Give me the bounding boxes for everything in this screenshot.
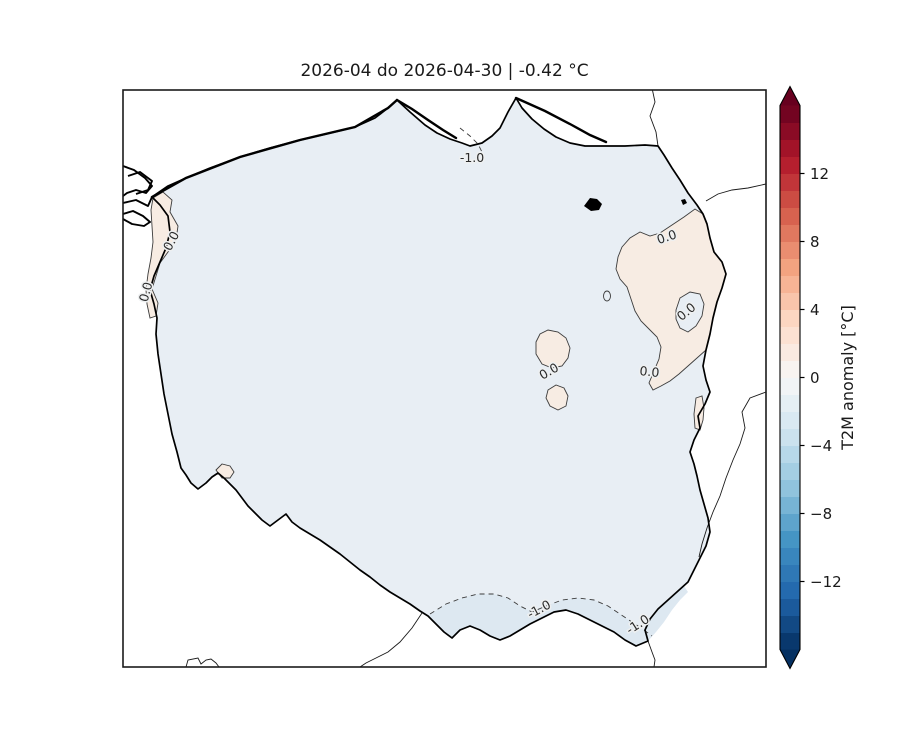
colorbar-band: [780, 377, 800, 395]
colorbar-under-arrow: [780, 649, 800, 669]
colorbar-band: [780, 190, 800, 208]
hel-peninsula: [395, 98, 458, 140]
colorbar-tick-label: 8: [810, 233, 820, 251]
coastline-features: [150, 96, 608, 199]
lake-small-ne: [681, 199, 687, 205]
colorbar-band: [780, 530, 800, 548]
colorbar: 12 8 4 0 −4 −8 −12 T2M anomaly [°C]: [779, 85, 857, 670]
poland-fill: [150, 98, 726, 646]
map-layers: -1.00.00.00.00.00.00.0-1.0-1.0: [123, 90, 766, 667]
colorbar-band: [780, 462, 800, 480]
colorbar-band: [780, 122, 800, 140]
colorbar-band: [780, 139, 800, 157]
colorbar-band: [780, 241, 800, 259]
contour-label: 0.0: [136, 280, 156, 303]
colorbar-band: [780, 173, 800, 191]
colorbar-over-arrow: [780, 86, 800, 106]
lakes: [584, 198, 687, 302]
colorbar-band: [780, 224, 800, 242]
colorbar-band: [780, 547, 800, 565]
vistula-spit: [514, 96, 608, 144]
colorbar-tick-label: −4: [810, 437, 832, 455]
positive-region-centre-small: [545, 384, 569, 411]
colorbar-band: [780, 343, 800, 361]
colorbar-band: [780, 496, 800, 514]
colorbar-band: [780, 292, 800, 310]
border-slovak-ukraine: [647, 640, 656, 667]
colorbar-outline: [779, 85, 801, 670]
colorbar-axis-label: T2M anomaly [°C]: [838, 305, 857, 451]
colorbar-band: [780, 258, 800, 276]
border-ukraine-east: [698, 391, 766, 558]
negative-anomaly-pockets: [428, 586, 688, 646]
colorbar-band: [780, 479, 800, 497]
contour-label: -1.0: [460, 150, 484, 165]
border-czech-slovak: [359, 612, 423, 667]
colorbar-band: [780, 275, 800, 293]
szczecin-lagoon-lines: [123, 165, 153, 227]
border-lithuania: [649, 90, 659, 147]
colorbar-band: [780, 326, 800, 344]
neighbour-borders: [185, 90, 766, 667]
colorbar-band: [780, 598, 800, 616]
negative-contour-lines: [429, 127, 653, 637]
colorbar-band: [780, 394, 800, 412]
colorbar-band: [780, 581, 800, 599]
colorbar-tick-label: 12: [810, 165, 829, 183]
poland-border: [149, 97, 727, 647]
lake-masuria: [584, 198, 602, 211]
colorbar-tick-label: 4: [810, 301, 820, 319]
colorbar-tick-label: 0: [810, 369, 820, 387]
tiny-contour-ring: [603, 290, 611, 302]
border-belarus-ne: [705, 183, 766, 202]
baltic-coast: [150, 98, 399, 199]
colorbar-band: [780, 564, 800, 582]
colorbar-band: [780, 309, 800, 327]
colorbar-band: [780, 156, 800, 174]
positive-region-centre-large: [535, 329, 571, 369]
contour-label: 0.0: [639, 363, 660, 380]
east-region-inner-pocket: [675, 291, 705, 333]
border-bottom-left: [185, 657, 220, 667]
colorbar-tick-label: −8: [810, 505, 832, 523]
colorbar-band: [780, 360, 800, 378]
figure-title: 2026-04 do 2026-04-30 | -0.42 °C: [300, 61, 589, 81]
axes-frame: [122, 89, 767, 668]
south-pocket-main: [428, 594, 652, 646]
colorbar-band: [780, 428, 800, 446]
colorbar-band: [780, 105, 800, 123]
colorbar-band: [780, 632, 800, 650]
colorbar-band: [780, 445, 800, 463]
contour-label: 0.0: [655, 227, 679, 247]
colorbar-band: [780, 411, 800, 429]
south-pocket-bieszczady: [645, 586, 688, 641]
colorbar-band: [780, 513, 800, 531]
positive-region-west: [145, 191, 179, 319]
positive-region-east: [615, 208, 727, 391]
positive-anomaly-regions: [145, 191, 727, 479]
colorbar-tick-label: −12: [810, 573, 842, 591]
colorbar-band: [780, 615, 800, 633]
colorbar-band: [780, 207, 800, 225]
